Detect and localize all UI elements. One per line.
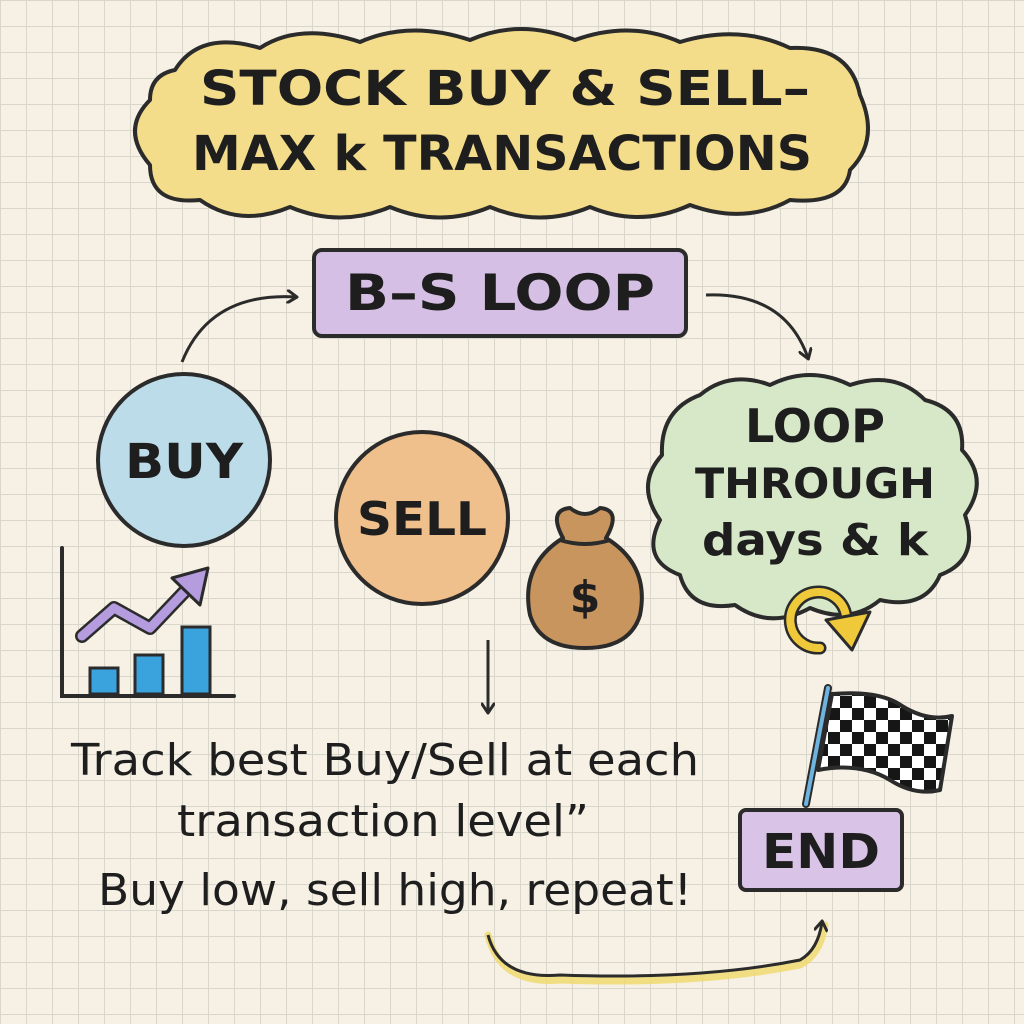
cloud-line-3: days & k: [702, 515, 930, 566]
loop-box: [312, 248, 688, 338]
loop-through-cloud: [646, 373, 979, 621]
buy-circle: [96, 372, 272, 548]
rising-bar-chart-icon: [60, 546, 236, 698]
arrow-motto-to-end: [484, 921, 829, 985]
arrow-motto-to-end-ink: [486, 922, 822, 978]
note-track-line-2: transaction level”: [177, 796, 589, 847]
title-line-2: MAX k TRANSACTIONS: [192, 126, 812, 182]
sell-label: SELL: [357, 492, 487, 546]
arrow-loop-to-cloud: [705, 293, 808, 358]
money-bag-icon: $: [526, 506, 644, 650]
cloud-line-1: LOOP: [745, 399, 885, 453]
loop-box-label: B–S LOOP: [345, 264, 655, 322]
motto: Buy low, sell high, repeat!: [98, 865, 692, 916]
cloud-line-2: THROUGH: [695, 459, 935, 508]
money-bag-symbol: $: [570, 572, 601, 623]
title-line-1: STOCK BUY & SELL–: [200, 61, 810, 117]
buy-label: BUY: [125, 434, 244, 490]
checkered-flag-icon: [802, 684, 954, 808]
title-cloud: [133, 27, 870, 220]
note-track-line-1: Track best Buy/Sell at each: [70, 735, 699, 786]
end-label: END: [762, 824, 880, 880]
end-box: [738, 808, 904, 892]
sell-circle: [334, 430, 510, 606]
arrow-buy-to-loop: [180, 297, 296, 363]
circular-arrow-icon: [783, 585, 872, 655]
